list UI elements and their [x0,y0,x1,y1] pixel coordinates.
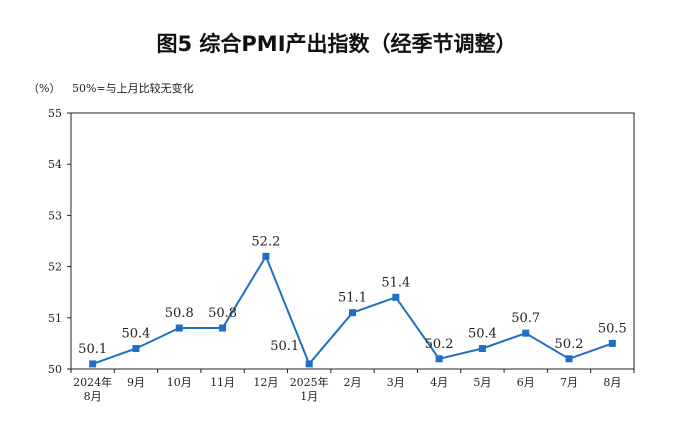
x-tick-label: 7月 [560,376,578,389]
x-tick-label: 3月 [387,376,405,389]
x-tick-label: 12月 [253,376,278,389]
data-point-marker [305,360,313,368]
x-tick-label: 6月 [517,376,535,389]
data-label: 52.2 [251,234,280,249]
data-label: 50.2 [425,337,454,352]
x-tick-label: 2024年 8月 [73,375,112,403]
data-label: 50.1 [78,342,107,357]
y-tick-label: 51 [48,312,62,325]
chart-title: 图5 综合PMI产出指数（经季节调整） [156,32,517,56]
data-point-marker [175,324,183,332]
x-tick-label-line: 2月 [344,376,362,389]
data-label: 51.4 [381,275,410,290]
x-tick-label: 8月 [603,376,621,389]
data-point-marker [565,355,573,363]
x-tick-label-line: 12月 [253,376,278,389]
data-point-marker [349,309,356,317]
x-tick-label: 5月 [473,376,491,389]
data-point-marker [392,293,400,301]
plot-frame [70,112,635,370]
data-point-marker [219,324,227,332]
data-label: 50.4 [121,327,150,342]
data-label: 50.7 [511,311,540,326]
x-tick-label: 11月 [210,376,235,389]
x-tick-label: 2025年 1月 [290,375,329,403]
x-tick-label-line: 2025年 [290,375,329,389]
y-tick-label: 52 [48,261,62,274]
x-tick-label: 9月 [127,376,145,389]
x-tick-label-line: 11月 [210,376,235,389]
x-tick-label-line: 8月 [603,376,621,389]
data-label: 50.8 [165,306,194,321]
data-point-marker [478,345,486,353]
x-tick-label: 2月 [344,376,362,389]
x-tick-label-line: 4月 [430,376,448,389]
data-label: 50.1 [270,339,299,354]
data-label: 50.2 [555,337,584,352]
data-label: 50.8 [208,306,237,321]
data-point-marker [608,339,616,347]
data-point-marker [522,329,530,337]
data-point-marker [89,360,97,368]
y-tick-label: 53 [48,209,62,222]
y-tick-label: 55 [48,107,62,120]
reference-note: 50%=与上月比较无变化 [71,82,194,95]
x-tick-label-line: 5月 [473,376,491,389]
x-tick-label: 10月 [167,376,192,389]
unit-note: （%） 50%=与上月比较无变化 [28,80,202,96]
data-label: 50.4 [468,327,497,342]
x-tick-label-line: 1月 [300,390,318,403]
y-unit-label: （%） [28,82,61,95]
x-tick-label-line: 10月 [167,376,192,389]
x-tick-label: 4月 [430,376,448,389]
data-point-marker [262,252,270,260]
x-tick-label-line: 6月 [517,376,535,389]
y-tick-label: 54 [48,158,62,171]
x-tick-label-line: 9月 [127,376,145,389]
data-point-marker [435,355,443,363]
data-point-marker [132,345,140,353]
data-label: 51.1 [338,291,367,306]
data-label: 50.5 [598,321,627,336]
x-tick-label-line: 3月 [387,376,405,389]
y-tick-label: 50 [48,363,62,376]
x-tick-label-line: 8月 [84,390,102,403]
x-tick-label-line: 2024年 [73,375,112,389]
x-tick-label-line: 7月 [560,376,578,389]
